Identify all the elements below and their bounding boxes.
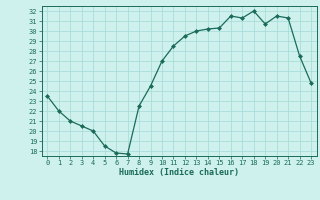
X-axis label: Humidex (Indice chaleur): Humidex (Indice chaleur) (119, 168, 239, 177)
